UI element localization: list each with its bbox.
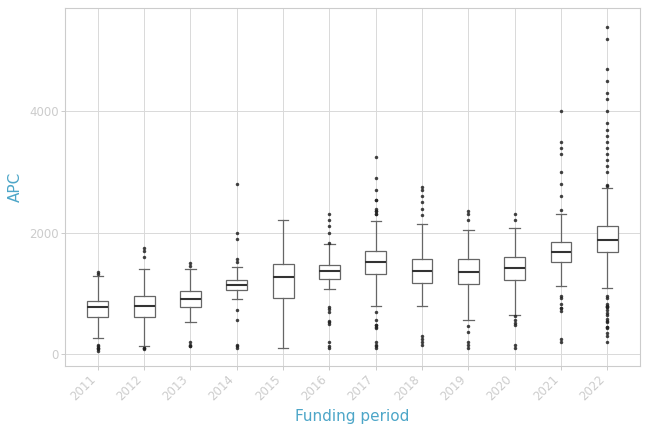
PathPatch shape xyxy=(458,260,479,284)
PathPatch shape xyxy=(226,280,248,290)
PathPatch shape xyxy=(273,264,294,298)
Y-axis label: APC: APC xyxy=(8,172,23,202)
PathPatch shape xyxy=(319,265,340,279)
X-axis label: Funding period: Funding period xyxy=(295,409,410,424)
PathPatch shape xyxy=(133,296,155,317)
PathPatch shape xyxy=(597,226,618,252)
PathPatch shape xyxy=(87,301,108,318)
PathPatch shape xyxy=(411,259,432,283)
PathPatch shape xyxy=(365,251,386,273)
PathPatch shape xyxy=(504,257,525,280)
PathPatch shape xyxy=(551,242,572,261)
PathPatch shape xyxy=(180,291,201,307)
